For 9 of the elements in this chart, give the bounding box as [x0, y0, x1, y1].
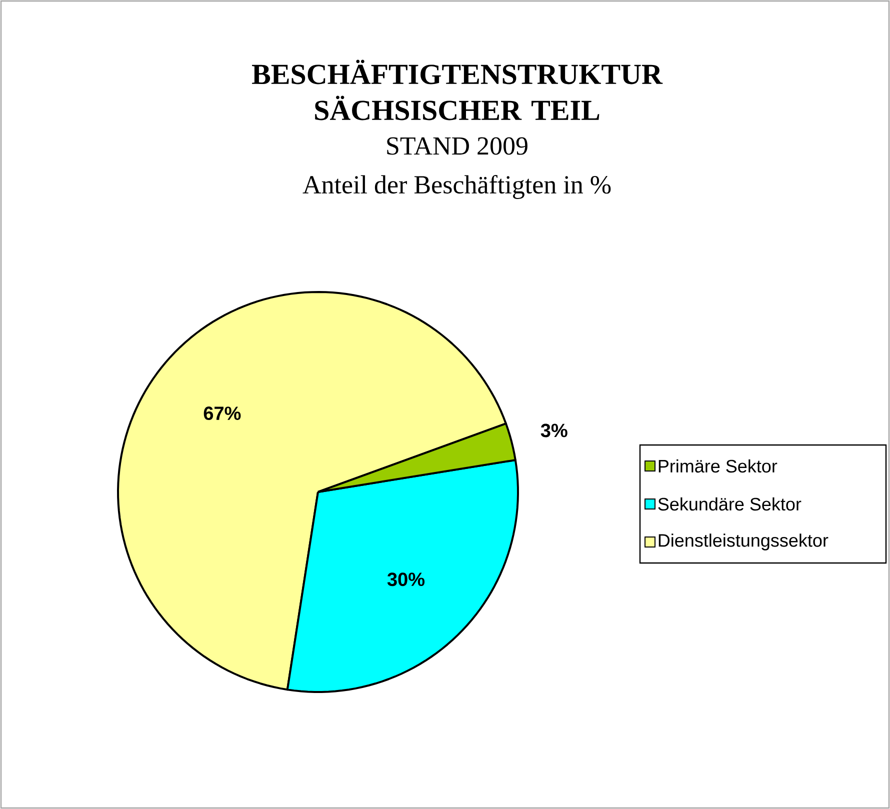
legend-label: Dienstleistungssektor — [658, 534, 828, 550]
legend-label: Sekundäre Sektor — [658, 497, 802, 511]
data-label: 67% — [204, 406, 241, 420]
chart-title: BESCHÄFTIGTENSTRUKTUR SÄCHSISCHER TEIL — [252, 60, 663, 120]
chart-subtitle: STAND 2009 — [387, 137, 528, 155]
data-label: 30% — [387, 572, 425, 586]
legend-label: Primäre Sektor — [658, 459, 778, 473]
data-label: 3% — [540, 424, 568, 438]
text: Anteil der Beschäftigten in % — [302, 175, 611, 199]
